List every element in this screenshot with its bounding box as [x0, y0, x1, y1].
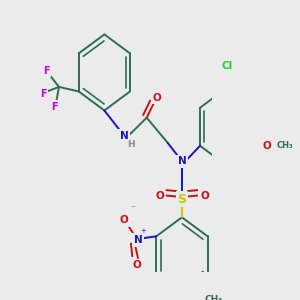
Text: O: O: [119, 215, 128, 225]
Text: O: O: [155, 190, 164, 201]
Text: N: N: [120, 131, 128, 141]
Text: Cl: Cl: [221, 61, 233, 71]
Text: +: +: [141, 228, 146, 234]
Text: H: H: [128, 140, 135, 149]
Text: O: O: [200, 190, 209, 201]
Text: O: O: [262, 141, 271, 151]
Text: N: N: [134, 235, 142, 245]
Text: CH₃: CH₃: [204, 295, 222, 300]
Text: N: N: [178, 156, 186, 166]
Text: CH₃: CH₃: [276, 141, 293, 150]
Text: S: S: [178, 193, 187, 206]
Text: F: F: [43, 66, 50, 76]
Text: ⁻: ⁻: [130, 205, 135, 214]
Text: F: F: [51, 102, 58, 112]
Text: O: O: [132, 260, 141, 270]
Text: O: O: [152, 93, 161, 103]
Text: F: F: [40, 89, 47, 99]
